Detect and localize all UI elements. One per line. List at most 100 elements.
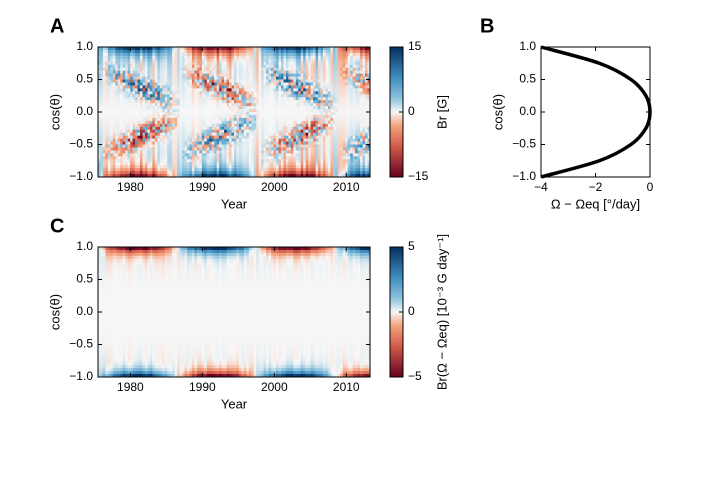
heatmap-cell xyxy=(362,153,366,157)
heatmap-cell xyxy=(157,52,161,57)
heatmap-cell xyxy=(243,165,247,169)
heatmap-cell xyxy=(137,82,141,86)
heatmap-cell xyxy=(149,70,153,74)
heatmap-cell xyxy=(162,159,166,163)
heatmap-cell xyxy=(120,106,124,110)
heatmap-cell xyxy=(194,58,198,63)
heatmap-cell xyxy=(236,103,240,107)
heatmap-cell xyxy=(285,112,289,116)
heatmap-cell xyxy=(342,67,346,72)
heatmap-cell xyxy=(325,58,329,63)
heatmap-cell xyxy=(318,159,321,163)
heatmap-cell xyxy=(323,97,326,101)
heatmap-cell xyxy=(355,153,359,157)
heatmap-cell xyxy=(350,171,354,175)
heatmap-cell xyxy=(107,94,111,98)
heatmap-cell xyxy=(206,85,210,89)
heatmap-cell xyxy=(209,88,213,92)
heatmap-cell xyxy=(137,55,141,60)
heatmap-cell xyxy=(157,135,161,139)
heatmap-cell xyxy=(164,64,168,69)
heatmap-cell xyxy=(345,58,349,63)
heatmap-cell xyxy=(305,171,309,175)
heatmap-cell xyxy=(214,135,218,139)
heatmap-cell xyxy=(100,49,104,54)
heatmap-cell xyxy=(117,61,121,66)
heatmap-cell xyxy=(342,109,346,113)
heatmap-cell xyxy=(253,174,257,178)
heatmap-cell xyxy=(98,117,101,122)
heatmap-cell xyxy=(214,82,218,86)
heatmap-cell xyxy=(201,67,205,72)
heatmap-cell xyxy=(295,100,299,104)
heatmap-cell xyxy=(164,67,168,72)
heatmap-cell xyxy=(194,88,198,92)
heatmap-cell xyxy=(325,159,329,163)
heatmap-cell xyxy=(122,153,126,157)
heatmap-cell xyxy=(241,132,245,137)
heatmap-cell xyxy=(172,61,176,66)
heatmap-cell xyxy=(169,85,173,89)
heatmap-cell xyxy=(152,153,156,157)
heatmap-cell xyxy=(285,162,289,166)
heatmap-cell xyxy=(357,156,361,160)
heatmap-cell xyxy=(110,91,114,95)
heatmap-cell xyxy=(162,94,166,98)
heatmap-cell xyxy=(263,141,267,145)
heatmap-cell xyxy=(360,49,363,54)
heatmap-cell xyxy=(295,64,299,69)
heatmap-cell xyxy=(313,165,316,169)
heatmap-cell xyxy=(308,91,312,95)
heatmap-cell xyxy=(340,88,344,92)
heatmap-cell xyxy=(189,55,193,60)
heatmap-cell xyxy=(258,159,262,163)
heatmap-cell xyxy=(98,150,101,154)
heatmap-cell xyxy=(332,114,336,119)
heatmap-cell xyxy=(214,67,218,72)
heatmap-cell xyxy=(271,85,274,89)
heatmap-cell xyxy=(256,129,260,134)
heatmap-cell xyxy=(350,76,354,80)
heatmap-cell xyxy=(105,70,109,74)
heatmap-cell xyxy=(140,147,143,151)
heatmap-cell xyxy=(107,73,111,77)
heatmap-cell xyxy=(221,120,225,125)
heatmap-cell xyxy=(194,64,198,69)
heatmap-cell xyxy=(187,103,190,107)
heatmap-cell xyxy=(211,103,215,107)
heatmap-cell xyxy=(115,168,119,172)
heatmap-cell xyxy=(256,55,260,60)
heatmap-cell xyxy=(278,94,282,98)
heatmap-cell xyxy=(169,73,173,77)
heatmap-cell xyxy=(110,129,114,134)
heatmap-cell xyxy=(273,141,277,145)
heatmap-cell xyxy=(342,106,346,110)
heatmap-cell xyxy=(365,103,368,107)
heatmap-cell xyxy=(211,141,215,145)
heatmap-cell xyxy=(125,135,129,139)
heatmap-cell xyxy=(332,174,336,178)
heatmap-cell xyxy=(130,165,134,169)
heatmap-cell xyxy=(345,156,349,160)
heatmap-cell xyxy=(132,103,136,107)
heatmap-cell xyxy=(164,61,168,66)
heatmap-cell xyxy=(184,117,188,122)
heatmap-cell xyxy=(360,150,363,154)
heatmap-cell xyxy=(122,52,126,57)
heatmap-cell xyxy=(179,132,183,137)
heatmap-cell xyxy=(196,61,200,66)
heatmap-cell xyxy=(300,100,304,104)
heatmap-cell xyxy=(308,82,312,86)
heatmap-cell xyxy=(100,171,104,175)
heatmap-cell xyxy=(258,109,262,113)
heatmap-cell xyxy=(140,174,143,178)
heatmap-cell xyxy=(182,159,185,163)
heatmap-cell xyxy=(261,138,265,142)
heatmap-cell xyxy=(122,49,126,54)
heatmap-cell xyxy=(335,88,339,92)
heatmap-cell xyxy=(206,162,210,166)
heatmap-cell xyxy=(241,156,245,160)
heatmap-cell xyxy=(308,73,312,77)
heatmap-cell xyxy=(100,58,104,63)
heatmap-cell xyxy=(300,49,304,54)
